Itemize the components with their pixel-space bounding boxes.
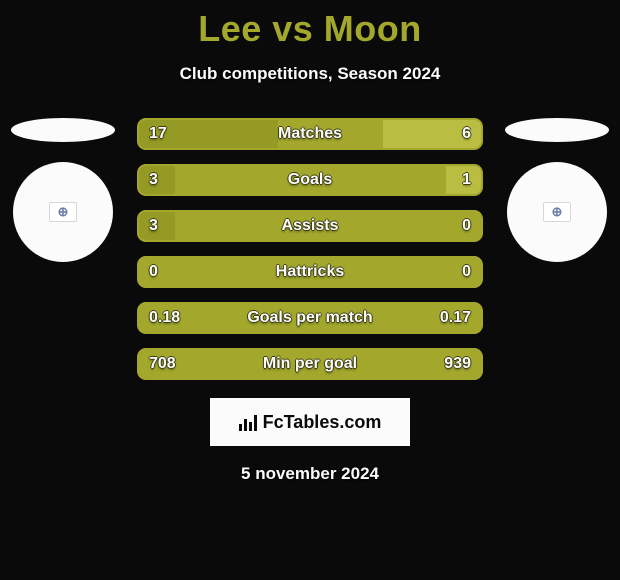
stat-row: 17 Matches 6 (137, 118, 483, 150)
player-left-avatar: ⊕ (13, 162, 113, 262)
stat-row: 3 Assists 0 (137, 210, 483, 242)
logo-label: FcTables.com (263, 412, 382, 433)
stat-value-left: 0.18 (149, 309, 180, 327)
comparison-chart: ⊕ ⊕ 17 Matches 6 3 Goals 1 3 Assists 0 0 Hattricks… (0, 118, 620, 380)
player-left-column: ⊕ (8, 118, 118, 262)
stat-row: 3 Goals 1 (137, 164, 483, 196)
stat-value-left: 708 (149, 355, 176, 373)
stat-value-right: 6 (462, 125, 471, 143)
stat-value-left: 3 (149, 217, 158, 235)
stat-value-left: 3 (149, 171, 158, 189)
page-title: Lee vs Moon (0, 0, 620, 50)
date-label: 5 november 2024 (0, 464, 620, 484)
globe-icon: ⊕ (58, 204, 69, 220)
logo-text: FcTables.com (239, 412, 382, 433)
player-right-avatar: ⊕ (507, 162, 607, 262)
stat-value-right: 0 (462, 263, 471, 281)
stat-label: Goals per match (247, 309, 372, 327)
player-right-ellipse (505, 118, 609, 142)
stat-value-right: 0 (462, 217, 471, 235)
stat-value-left: 17 (149, 125, 167, 143)
stat-row: 0 Hattricks 0 (137, 256, 483, 288)
stat-value-left: 0 (149, 263, 158, 281)
stat-row: 708 Min per goal 939 (137, 348, 483, 380)
bar-chart-icon (239, 413, 257, 431)
player-right-column: ⊕ (502, 118, 612, 262)
stat-value-right: 0.17 (440, 309, 471, 327)
flag-icon: ⊕ (49, 202, 77, 222)
stat-rows: 17 Matches 6 3 Goals 1 3 Assists 0 0 Hattricks 0 0.1… (137, 118, 483, 380)
stat-value-right: 939 (444, 355, 471, 373)
globe-icon: ⊕ (552, 204, 563, 220)
stat-label: Goals (288, 171, 332, 189)
stat-label: Hattricks (276, 263, 344, 281)
stat-value-right: 1 (462, 171, 471, 189)
stat-label: Matches (278, 125, 342, 143)
stat-label: Min per goal (263, 355, 357, 373)
stat-label: Assists (282, 217, 339, 235)
logo-banner: FcTables.com (210, 398, 410, 446)
subtitle: Club competitions, Season 2024 (0, 64, 620, 84)
stat-row: 0.18 Goals per match 0.17 (137, 302, 483, 334)
player-left-ellipse (11, 118, 115, 142)
flag-icon: ⊕ (543, 202, 571, 222)
